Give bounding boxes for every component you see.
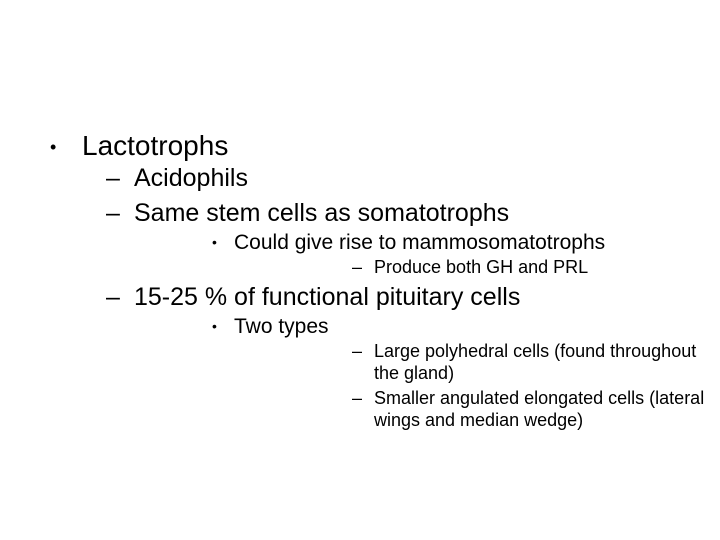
bullet-icon: • — [208, 314, 234, 340]
list-item: – Smaller angulated elongated cells (lat… — [352, 387, 720, 432]
bullet-icon: • — [42, 128, 82, 163]
bullet-icon: – — [352, 256, 374, 279]
bullet-icon: • — [208, 230, 234, 256]
item-text: Lactotrophs — [82, 128, 720, 163]
list-item: – Large polyhedral cells (found througho… — [352, 340, 720, 385]
item-text: Acidophils — [134, 163, 720, 194]
list-item: • Two types – Large polyhedral cells (fo… — [208, 314, 720, 432]
item-text: Could give rise to mammosomatotrophs — [234, 230, 720, 256]
outline-root: • Lactotrophs – Acidophils – Same stem c… — [42, 128, 720, 432]
item-text: 15-25 % of functional pituitary cells — [134, 282, 720, 313]
bullet-icon: – — [106, 198, 134, 229]
item-text: Smaller angulated elongated cells (later… — [374, 387, 720, 432]
list-item: • Lactotrophs – Acidophils – Same stem c… — [42, 128, 720, 432]
item-text: Produce both GH and PRL — [374, 256, 720, 279]
item-text: Large polyhedral cells (found throughout… — [374, 340, 720, 385]
list-item: – 15-25 % of functional pituitary cells … — [106, 282, 720, 432]
bullet-icon: – — [352, 340, 374, 363]
bullet-icon: – — [106, 163, 134, 194]
bullet-icon: – — [106, 282, 134, 313]
list-item: – Acidophils — [106, 163, 720, 194]
list-item: – Produce both GH and PRL — [352, 256, 720, 279]
list-item: • Could give rise to mammosomatotrophs –… — [208, 230, 720, 279]
item-text: Two types — [234, 314, 720, 340]
list-item: – Same stem cells as somatotrophs • Coul… — [106, 198, 720, 278]
slide: • Lactotrophs – Acidophils – Same stem c… — [0, 0, 720, 540]
item-text: Same stem cells as somatotrophs — [134, 198, 720, 229]
bullet-icon: – — [352, 387, 374, 410]
